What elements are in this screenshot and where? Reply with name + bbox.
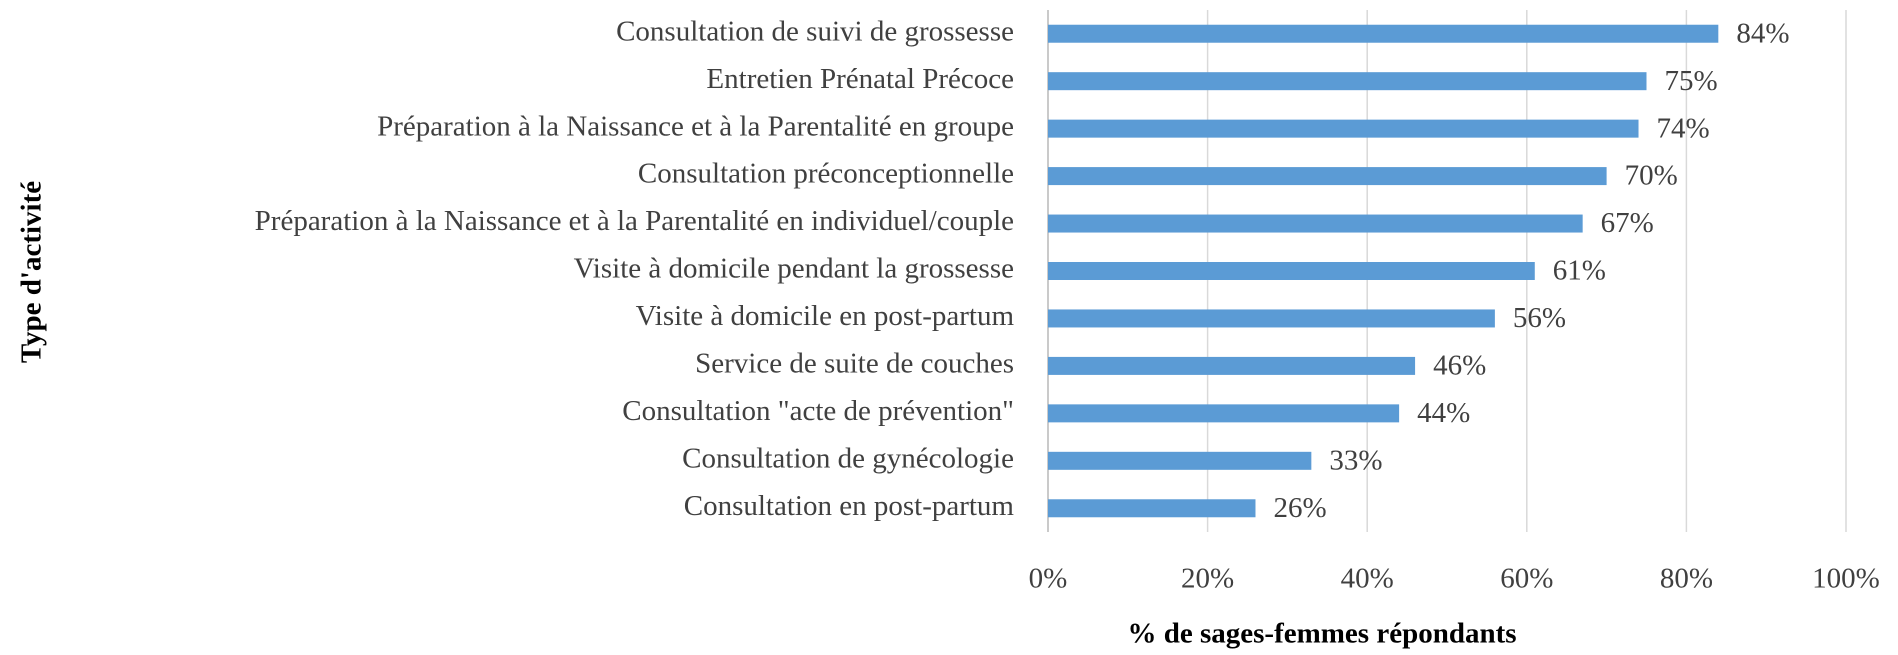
value-label: 74% <box>1657 112 1710 144</box>
value-label: 75% <box>1665 65 1718 97</box>
x-tick-label: 80% <box>1660 563 1713 595</box>
bar <box>1048 167 1607 186</box>
bar <box>1048 72 1647 91</box>
x-tick-label: 60% <box>1500 563 1553 595</box>
x-tick-label: 40% <box>1341 563 1394 595</box>
value-label: 67% <box>1601 207 1654 239</box>
y-tick-label: Visite à domicile pendant la grossesse <box>574 253 1014 285</box>
y-tick-label: Préparation à la Naissance et à la Paren… <box>255 205 1014 237</box>
value-label: 33% <box>1329 444 1382 476</box>
y-tick-label: Visite à domicile en post-partum <box>636 300 1015 332</box>
x-tick-label: 0% <box>1029 563 1068 595</box>
value-label: 70% <box>1625 160 1678 192</box>
bar <box>1048 262 1535 280</box>
y-tick-label: Consultation préconceptionnelle <box>638 158 1014 190</box>
bar <box>1048 119 1639 138</box>
y-axis-title: Type d'activité <box>16 181 48 363</box>
y-tick-label: Consultation de suivi de grossesse <box>616 15 1014 47</box>
y-tick-label: Préparation à la Naissance et à la Paren… <box>377 110 1014 142</box>
value-label: 56% <box>1513 302 1566 334</box>
value-label: 44% <box>1417 397 1470 429</box>
x-axis-title: % de sages-femmes répondants <box>1127 618 1516 650</box>
value-label: 84% <box>1736 17 1789 49</box>
y-tick-label: Entretien Prénatal Précoce <box>706 63 1014 95</box>
bar <box>1048 404 1400 423</box>
bar <box>1048 24 1719 43</box>
y-tick-label: Service de suite de couches <box>695 348 1014 380</box>
value-label: 26% <box>1273 492 1326 524</box>
bar <box>1048 214 1583 233</box>
x-tick-label: 20% <box>1181 563 1234 595</box>
y-tick-label: Consultation de gynécologie <box>682 442 1014 474</box>
value-label: 46% <box>1433 350 1486 382</box>
bar <box>1048 451 1312 470</box>
y-tick-label: Consultation en post-partum <box>684 490 1015 522</box>
value-label: 61% <box>1553 255 1606 287</box>
bar <box>1048 499 1256 518</box>
bar <box>1048 309 1495 328</box>
x-tick-label: 100% <box>1812 563 1880 595</box>
y-tick-label: Consultation "acte de prévention" <box>622 395 1014 427</box>
bar <box>1048 356 1416 375</box>
